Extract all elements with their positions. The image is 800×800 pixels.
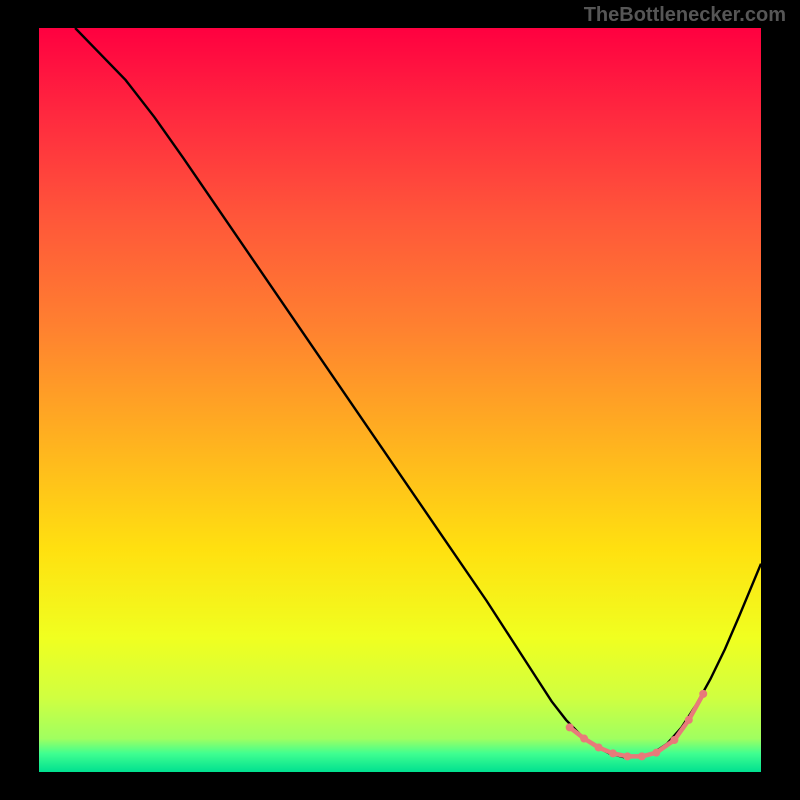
chart-svg — [0, 0, 800, 800]
marker-point — [699, 690, 707, 698]
marker-point — [685, 716, 693, 724]
marker-point — [595, 743, 603, 751]
marker-point — [638, 752, 646, 760]
marker-point — [580, 735, 588, 743]
marker-point — [623, 752, 631, 760]
watermark-text: TheBottlenecker.com — [584, 4, 786, 27]
marker-point — [670, 736, 678, 744]
plot-background — [39, 28, 761, 772]
chart-container: TheBottlenecker.com — [0, 0, 800, 800]
marker-point — [566, 723, 574, 731]
marker-point — [652, 749, 660, 757]
marker-point — [609, 749, 617, 757]
